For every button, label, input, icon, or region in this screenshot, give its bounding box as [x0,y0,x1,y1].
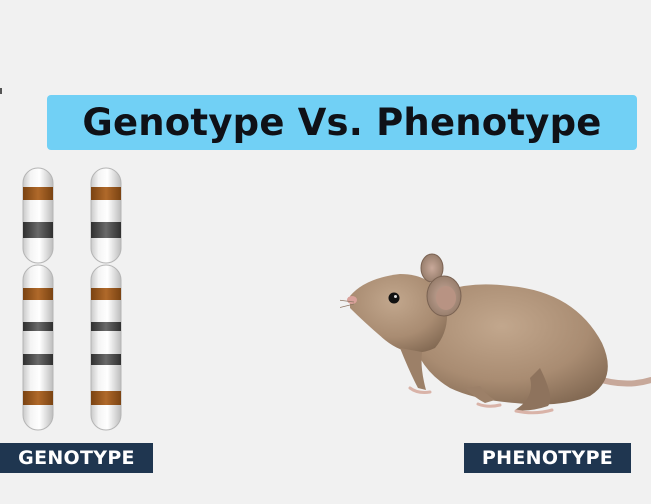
chromatid-right [90,167,122,431]
genotype-label: GENOTYPE [0,443,153,473]
mouse-illustration [340,253,651,415]
title-banner: Genotype Vs. Phenotype [47,95,637,150]
page-title: Genotype Vs. Phenotype [82,101,602,144]
phenotype-label: PHENOTYPE [464,443,631,473]
edge-mark [0,88,2,94]
chromatid-left [22,167,54,431]
chromosome-illustration [22,167,122,431]
